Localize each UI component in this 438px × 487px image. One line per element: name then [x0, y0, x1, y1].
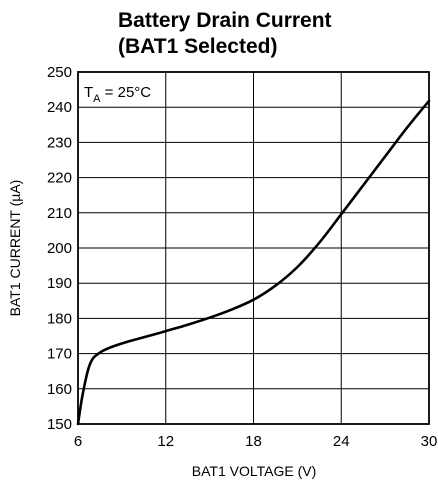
y-tick-label: 240	[47, 99, 72, 116]
y-tick-label: 220	[47, 170, 72, 187]
y-axis-label: BAT1 CURRENT (µA)	[7, 180, 23, 317]
y-tick-label: 180	[47, 310, 72, 327]
grid	[78, 72, 429, 424]
chart-title-line-2: (BAT1 Selected)	[118, 35, 277, 58]
x-axis-label: BAT1 VOLTAGE (V)	[192, 463, 316, 479]
x-tick-label: 12	[157, 433, 174, 450]
y-tick-label: 210	[47, 205, 72, 222]
y-tick-label: 150	[47, 416, 72, 433]
tick-labels: 150 160 170 180 190 200 210 220 230 240 250 6 12 18 24…	[47, 64, 437, 450]
plot-frame	[77, 71, 430, 425]
y-tick-label: 170	[47, 346, 72, 363]
series-line	[76, 99, 431, 426]
x-tick-label: 30	[421, 433, 438, 450]
temperature-annotation: TA = 25°C	[84, 84, 151, 105]
y-tick-label: 230	[47, 134, 72, 151]
x-tick-label: 24	[333, 433, 350, 450]
y-tick-label: 250	[47, 64, 72, 81]
y-tick-label: 160	[47, 381, 72, 398]
annotation-subscript: A	[93, 93, 101, 105]
x-tick-label: 6	[74, 433, 82, 450]
y-tick-label: 200	[47, 240, 72, 257]
annotation-t: T	[84, 84, 93, 101]
y-tick-label: 190	[47, 275, 72, 292]
annotation-value: = 25°C	[101, 84, 152, 101]
x-tick-label: 18	[245, 433, 262, 450]
chart-title-line-1: Battery Drain Current	[118, 9, 332, 32]
